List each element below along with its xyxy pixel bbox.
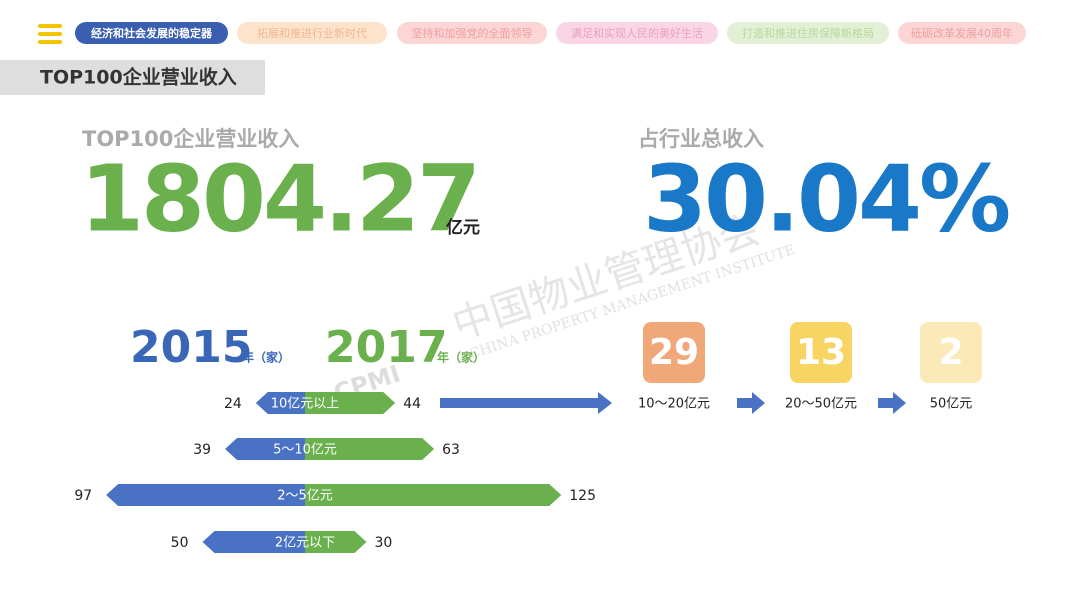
nav-tab[interactable] <box>75 22 228 44</box>
nav-tab-label[interactable]: 经济和社会发展的稳定器 <box>91 26 213 40</box>
row-label: 5～10亿元 <box>273 443 337 458</box>
right-value: 125 <box>569 488 596 504</box>
step-label: 20～50亿元 <box>785 397 857 412</box>
step-value: 13 <box>796 332 846 373</box>
nav-tab[interactable] <box>397 22 547 44</box>
share-label: 占行业总收入 <box>638 127 764 151</box>
left-value: 39 <box>193 442 211 458</box>
nav-tab-label[interactable]: 坚持和加强党的全面领导 <box>412 26 533 40</box>
nav-tab-label[interactable]: 满足和实现人民的美好生活 <box>571 26 703 40</box>
right-bar <box>305 484 562 506</box>
right-value: 63 <box>442 442 460 458</box>
left-year: 2015 <box>130 322 252 373</box>
arrow <box>440 392 612 414</box>
nav-tab[interactable] <box>727 22 889 44</box>
step-label: 10～20亿元 <box>638 397 710 412</box>
left-value: 97 <box>74 488 92 504</box>
section-bar <box>0 60 265 95</box>
left-value: 24 <box>224 396 242 412</box>
nav-tab-label[interactable]: 拓展和推进行业新时代 <box>257 26 367 40</box>
row-label: 2亿元以下 <box>275 536 335 551</box>
left-value: 50 <box>171 535 189 551</box>
right-bar <box>305 531 367 553</box>
right-year-suffix: 年（家） <box>437 350 485 365</box>
left-year-suffix: 年（家） <box>242 350 290 365</box>
arrow <box>737 392 765 414</box>
right-value: 30 <box>375 535 393 551</box>
row-label: 2～5亿元 <box>277 489 333 504</box>
revenue-label: TOP100企业营业收入 <box>82 127 299 151</box>
left-bar <box>106 484 306 506</box>
section-title: TOP100企业营业收入 <box>40 66 237 89</box>
nav-tab-label[interactable]: 打造和推进住房保障新格局 <box>742 26 874 40</box>
revenue-value: 1804.27 <box>80 145 478 252</box>
step-box <box>920 322 982 383</box>
step-label: 50亿元 <box>930 397 973 412</box>
nav-tab[interactable] <box>237 22 387 44</box>
row-label: 10亿元以上 <box>271 397 340 412</box>
step-box <box>643 322 705 383</box>
nav-tab-label[interactable]: 砥砺改革发展40周年 <box>911 26 1013 40</box>
menu-icon[interactable] <box>38 24 62 44</box>
revenue-unit: 亿元 <box>446 217 480 238</box>
right-year: 2017 <box>325 322 447 373</box>
right-bar <box>305 438 435 460</box>
nav-tab[interactable] <box>898 22 1026 44</box>
left-bar <box>202 531 305 553</box>
left-bar <box>225 438 305 460</box>
left-bar <box>255 392 305 414</box>
step-value: 29 <box>649 332 699 373</box>
step-value: 2 <box>938 332 963 373</box>
right-value: 44 <box>403 396 421 412</box>
nav-tab[interactable] <box>556 22 718 44</box>
right-bar <box>305 392 396 414</box>
step-box <box>790 322 852 383</box>
arrow <box>878 392 906 414</box>
share-value: 30.04% <box>643 145 1009 252</box>
